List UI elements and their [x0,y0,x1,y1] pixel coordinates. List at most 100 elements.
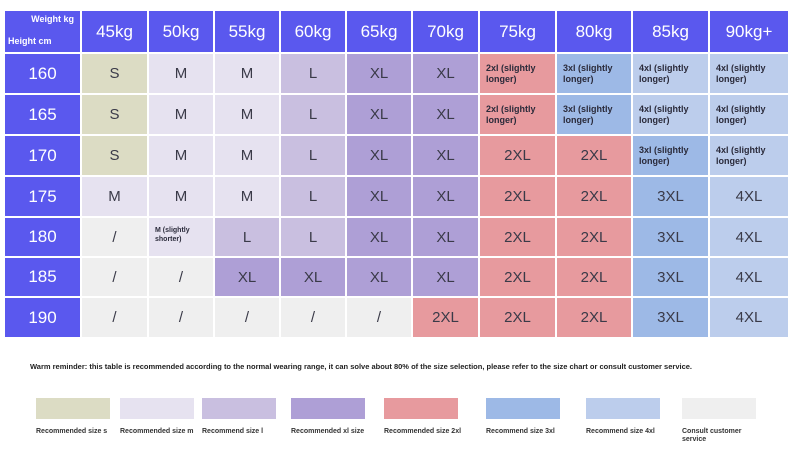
legend-label: Recommend size 4xl [586,428,655,435]
height-header: 165 [5,95,82,136]
size-cell: XL [413,258,480,298]
size-cell: L [215,218,281,258]
size-cell: 2XL [557,258,633,298]
size-cell: / [215,298,281,339]
size-cell: S [82,95,149,136]
legend-label: Consult customer service [682,428,742,443]
size-cell: XL [413,218,480,258]
weight-header: 55kg [215,11,281,54]
size-cell: XL [347,218,413,258]
size-cell: XL [347,54,413,95]
size-cell: L [281,136,347,177]
legend-label: Recommended size s [36,428,108,435]
size-cell: / [82,218,149,258]
size-cell: XL [413,54,480,95]
legend-swatch [36,398,110,419]
weight-header: 45kg [82,11,149,54]
legend-swatch [291,398,365,419]
height-header: 190 [5,298,82,339]
weight-header: 60kg [281,11,347,54]
size-cell: XL [413,95,480,136]
size-cell: 3XL [633,177,710,218]
size-cell: 2XL [480,218,557,258]
size-cell: 2xl (slightly longer) [480,54,557,95]
height-axis-label: Height cm [8,36,52,46]
height-header: 160 [5,54,82,95]
size-cell: 2XL [557,177,633,218]
weight-header: 70kg [413,11,480,54]
table-corner-header: Weight kg Height cm [5,11,82,54]
weight-header: 50kg [149,11,215,54]
size-cell: L [281,177,347,218]
size-cell: 4XL [710,298,790,339]
size-cell: 4xl (slightly longer) [633,54,710,95]
size-cell: 4XL [710,177,790,218]
size-cell: M [149,177,215,218]
height-header: 170 [5,136,82,177]
size-cell: / [149,258,215,298]
height-header: 180 [5,218,82,258]
size-cell: M [82,177,149,218]
size-cell: 3XL [633,258,710,298]
size-cell: M [215,177,281,218]
size-cell: 4xl (slightly longer) [710,95,790,136]
size-cell: 4XL [710,218,790,258]
size-cell: XL [413,177,480,218]
height-header: 185 [5,258,82,298]
size-cell: 4xl (slightly longer) [710,54,790,95]
size-cell: S [82,54,149,95]
size-cell: / [82,258,149,298]
size-cell: M [149,136,215,177]
weight-header: 75kg [480,11,557,54]
size-cell: XL [347,95,413,136]
legend-label: Recommend size l [202,428,264,435]
size-cell: / [281,298,347,339]
size-cell: 2XL [557,218,633,258]
size-cell: 3xl (slightly longer) [557,95,633,136]
weight-header: 85kg [633,11,710,54]
legend-swatch [384,398,458,419]
size-cell: 2XL [557,136,633,177]
size-cell: 4XL [710,258,790,298]
legend-swatch [486,398,560,419]
size-cell: 4xl (slightly longer) [710,136,790,177]
legend-label: Recommended size m [120,428,194,435]
size-cell: L [281,54,347,95]
size-cell: 2xl (slightly longer) [480,95,557,136]
size-cell: XL [215,258,281,298]
size-cell: 3XL [633,218,710,258]
size-cell: / [347,298,413,339]
size-cell: 2XL [413,298,480,339]
size-cell: 2XL [480,177,557,218]
size-cell: 2XL [557,298,633,339]
size-cell: L [281,95,347,136]
size-cell: S [82,136,149,177]
weight-axis-label: Weight kg [31,14,74,24]
height-header: 175 [5,177,82,218]
weight-header: 65kg [347,11,413,54]
size-cell: 2XL [480,298,557,339]
size-cell: 4xl (slightly longer) [633,95,710,136]
weight-header: 80kg [557,11,633,54]
size-cell: L [281,218,347,258]
weight-header: 90kg+ [710,11,790,54]
legend-swatch [120,398,194,419]
size-cell: 2XL [480,136,557,177]
size-cell: XL [281,258,347,298]
legend-label: Recommend size 3xl [486,428,555,435]
legend-swatch [202,398,276,419]
size-cell: XL [347,177,413,218]
size-cell: / [149,298,215,339]
size-cell: XL [347,136,413,177]
legend-swatch [682,398,756,419]
size-cell: M [149,95,215,136]
size-chart-table: Weight kg Height cm 45kg 50kg 55kg 60kg 65kg… [5,11,790,339]
size-cell: M [215,54,281,95]
legend-label: Recommended xl size [291,428,365,435]
size-cell: XL [347,258,413,298]
size-cell: 3xl (slightly longer) [557,54,633,95]
size-cell: 2XL [480,258,557,298]
size-cell: M (slightly shorter) [149,218,215,258]
size-cell: 3XL [633,298,710,339]
size-cell: M [215,95,281,136]
